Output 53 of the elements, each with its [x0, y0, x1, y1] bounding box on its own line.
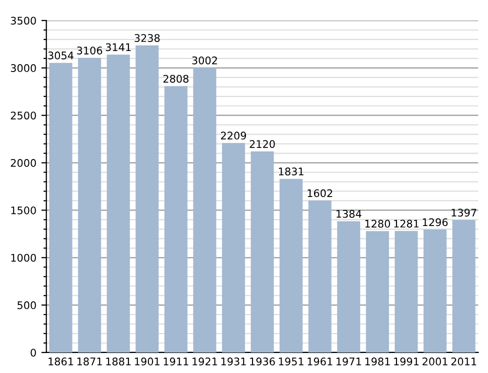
bar: [49, 62, 72, 352]
bar: [250, 151, 274, 352]
data-label: 1281: [394, 220, 419, 228]
y-tick-label: 3500: [10, 16, 36, 25]
x-tick-label: 1951: [278, 358, 304, 366]
bar: [280, 178, 303, 352]
data-label: 3054: [48, 52, 74, 60]
x-tick-label: 1911: [164, 358, 188, 366]
y-tick-label: 3000: [10, 64, 36, 72]
bar: [424, 230, 447, 352]
bar: [308, 200, 332, 352]
x-tick-label: 2001: [422, 358, 448, 366]
x-tick-label: 2011: [451, 358, 476, 366]
x-tick-label: 1981: [365, 358, 390, 366]
data-label: 3141: [106, 43, 131, 52]
x-tick-label: 1931: [221, 358, 246, 366]
y-tick-label: 500: [18, 301, 36, 310]
x-tick-label: 1871: [77, 358, 102, 366]
bar: [222, 142, 246, 352]
x-tick-label: 1936: [250, 358, 275, 366]
data-label: 2808: [163, 74, 188, 83]
x-tick-label: 1921: [192, 358, 218, 366]
bar: [193, 68, 216, 352]
y-tick-label: 2500: [10, 112, 36, 120]
bar: [452, 220, 476, 352]
data-label: 3238: [134, 34, 160, 42]
bar: [366, 231, 389, 352]
x-tick-label: 1971: [336, 358, 361, 366]
bar: [78, 58, 102, 352]
y-tick-label: 2000: [10, 159, 36, 167]
y-tick-label: 1000: [11, 254, 36, 262]
x-tick-label: 1881: [106, 358, 131, 366]
data-label: 1296: [422, 218, 448, 226]
y-tick-label: 0: [30, 348, 36, 357]
data-label: 1602: [308, 189, 332, 198]
data-label: 2209: [221, 132, 246, 140]
x-tick-label: 1991: [394, 358, 419, 366]
data-label: 1280: [365, 220, 390, 228]
data-label: 1384: [336, 210, 362, 218]
bar: [394, 230, 418, 352]
data-label: 3002: [192, 56, 217, 64]
x-tick-label: 1961: [308, 358, 332, 366]
data-label: 2120: [250, 140, 275, 148]
x-tick-label: 1901: [135, 358, 160, 366]
bar: [337, 221, 360, 352]
bar: [106, 54, 130, 352]
y-tick-label: 1500: [11, 206, 36, 214]
bar: [136, 45, 159, 352]
data-label: 1831: [278, 168, 304, 176]
data-label: 3106: [77, 46, 102, 54]
data-label: 1397: [452, 208, 476, 217]
bar: [164, 86, 188, 352]
x-tick-label: 1861: [48, 358, 74, 366]
